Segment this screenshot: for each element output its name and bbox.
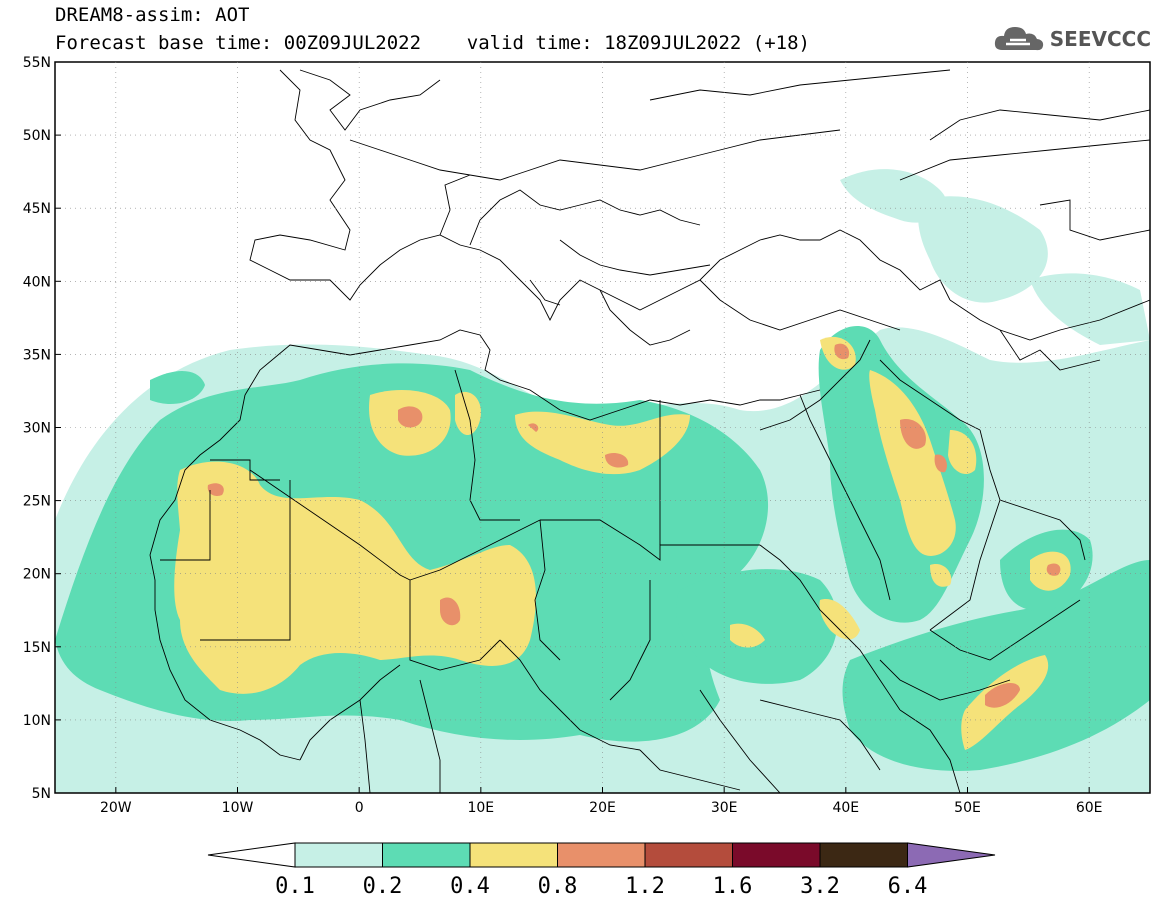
colorbar-level-label: 1.6	[713, 874, 753, 899]
aot-field	[55, 169, 1150, 793]
colorbar-low-arrow	[207, 842, 296, 868]
lon-tick-label: 10E	[467, 800, 494, 816]
colorbar-level-label: 1.2	[625, 874, 665, 899]
colorbar-level-label: 0.1	[275, 874, 315, 899]
lat-tick-label: 20N	[23, 567, 51, 583]
forecast-times: Forecast base time: 00Z09JUL2022 valid t…	[55, 32, 810, 54]
longitude-labels: 20W 10W 0 10E 20E 30E 40E 50E 60E	[100, 787, 1103, 816]
colorbar-segment	[557, 842, 646, 868]
lat-tick-label: 25N	[23, 494, 51, 510]
lon-tick-label: 20W	[100, 800, 132, 816]
logo-text: SEEVCCC	[1049, 27, 1151, 51]
lon-tick-label: 60E	[1076, 800, 1103, 816]
map-title: DREAM8-assim: AOT	[55, 4, 250, 26]
cloud-icon	[994, 27, 1043, 51]
colorbar-segment	[644, 842, 733, 868]
lat-tick-label: 30N	[23, 421, 51, 437]
colorbar-segment	[819, 842, 908, 868]
lat-tick-label: 50N	[23, 128, 51, 144]
lon-tick-label: 0	[355, 800, 364, 816]
graticule	[55, 62, 1150, 793]
lon-tick-label: 10W	[222, 800, 254, 816]
lat-tick-label: 40N	[23, 274, 51, 290]
latitude-labels: 55N 50N 45N 40N 35N 30N 25N 20N 15N 10N 5N	[23, 55, 61, 802]
lon-tick-label: 30E	[711, 800, 738, 816]
colorbar-level-label: 0.8	[538, 874, 578, 899]
aot-level-0.8	[207, 343, 1061, 708]
colorbar-segment	[294, 842, 383, 868]
lat-tick-label: 10N	[23, 713, 51, 729]
colorbar-level-label: 3.2	[800, 874, 840, 899]
lon-tick-label: 20E	[589, 800, 616, 816]
lat-tick-label: 15N	[23, 640, 51, 656]
lat-tick-label: 55N	[23, 55, 51, 71]
colorbar-segment	[469, 842, 558, 868]
colorbar-high-arrow	[907, 842, 996, 868]
seevccc-logo: SEEVCCC	[992, 22, 1151, 56]
colorbar-segment	[382, 842, 471, 868]
country-borders	[149, 69, 1150, 793]
lat-tick-label: 35N	[23, 347, 51, 363]
colorbar-segment	[732, 842, 821, 868]
colorbar-level-label: 0.4	[450, 874, 490, 899]
lon-tick-label: 40E	[832, 800, 859, 816]
lat-tick-label: 5N	[32, 786, 51, 802]
lat-tick-label: 45N	[23, 201, 51, 217]
colorbar-level-label: 0.2	[363, 874, 403, 899]
colorbar-level-label: 6.4	[888, 874, 928, 899]
lon-tick-label: 50E	[954, 800, 981, 816]
colorbar: 0.1 0.2 0.4 0.8 1.2 1.6 3.2 6.4	[207, 842, 996, 899]
